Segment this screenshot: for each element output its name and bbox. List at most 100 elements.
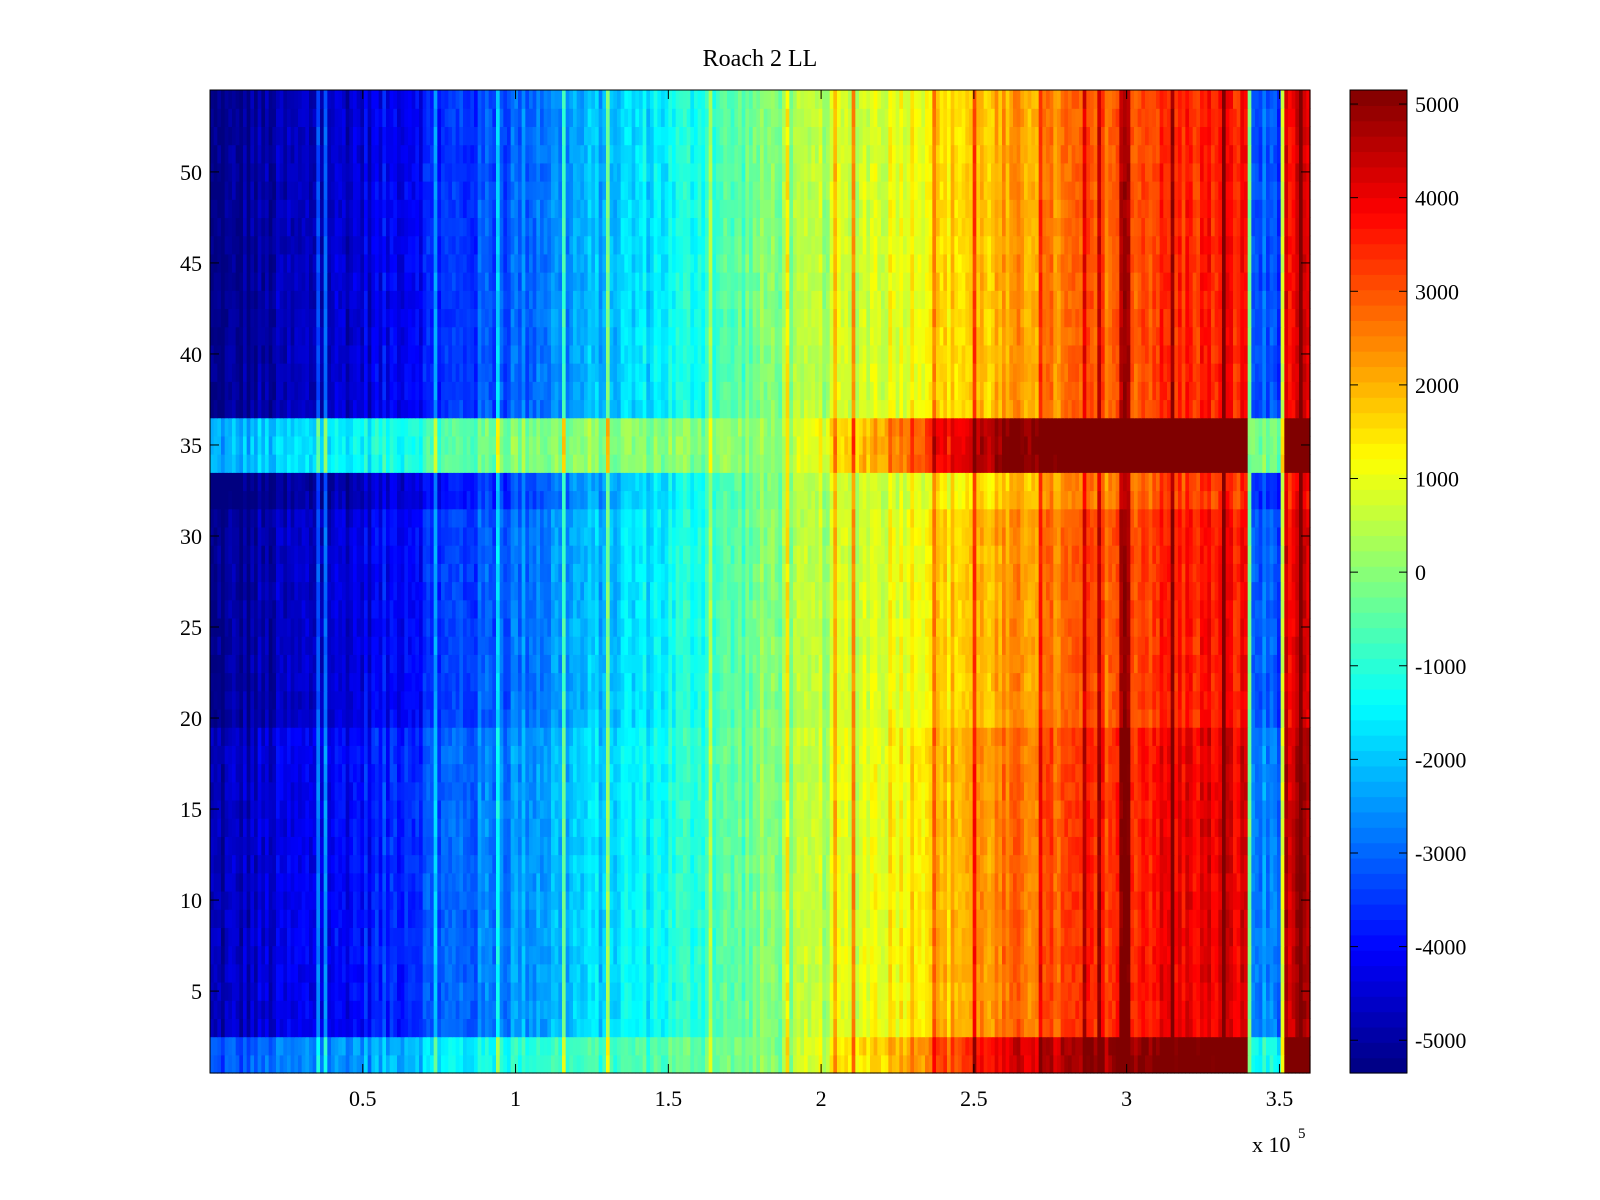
- heatmap-cell: [254, 799, 259, 819]
- heatmap-cell: [529, 799, 534, 819]
- heatmap-cell: [870, 927, 875, 947]
- heatmap-cell: [650, 1036, 655, 1056]
- heatmap-cell: [723, 890, 728, 910]
- heatmap-cell: [675, 872, 680, 892]
- heatmap-cell: [268, 963, 273, 983]
- heatmap-cell: [705, 818, 710, 837]
- heatmap-cell: [987, 909, 992, 928]
- heatmap-cell: [382, 945, 387, 965]
- heatmap-cell: [580, 872, 585, 892]
- heatmap-cell: [925, 781, 930, 801]
- heatmap-cell: [789, 818, 794, 837]
- heatmap-cell: [1031, 909, 1036, 928]
- heatmap-cell: [675, 963, 680, 983]
- heatmap-cell: [334, 909, 339, 928]
- heatmap-cell: [463, 872, 468, 892]
- heatmap-cell: [620, 1018, 625, 1038]
- heatmap-cell: [653, 927, 658, 947]
- heatmap-cell: [1189, 1018, 1194, 1038]
- heatmap-cell: [364, 945, 369, 965]
- heatmap-cell: [811, 854, 816, 874]
- heatmap-cell: [496, 872, 501, 892]
- heatmap-cell: [910, 854, 915, 874]
- heatmap-cell: [386, 1054, 391, 1074]
- heatmap-cell: [1005, 981, 1010, 1001]
- heatmap-cell: [719, 890, 724, 910]
- heatmap-cell: [309, 945, 314, 965]
- heatmap-cell: [650, 1018, 655, 1038]
- heatmap-cell: [716, 1054, 721, 1074]
- heatmap-cell: [657, 1036, 662, 1056]
- heatmap-cell: [609, 909, 614, 928]
- heatmap-cell: [558, 890, 563, 910]
- heatmap-cell: [994, 872, 999, 892]
- heatmap-cell: [584, 927, 589, 947]
- heatmap-cell: [976, 927, 981, 947]
- heatmap-cell: [679, 854, 684, 874]
- heatmap-cell: [697, 945, 702, 965]
- heatmap-cell: [1060, 1054, 1065, 1074]
- heatmap-cell: [664, 1054, 669, 1074]
- heatmap-cell: [1123, 1018, 1128, 1038]
- heatmap-cell: [1020, 963, 1025, 983]
- heatmap-cell: [1306, 963, 1311, 983]
- heatmap-cell: [679, 872, 684, 892]
- heatmap-cell: [397, 1000, 402, 1019]
- heatmap-cell: [1218, 909, 1223, 928]
- heatmap-cell: [760, 1036, 765, 1056]
- heatmap-cell: [309, 872, 314, 892]
- heatmap-cell: [617, 981, 622, 1001]
- heatmap-cell: [1277, 781, 1282, 801]
- heatmap-cell: [598, 799, 603, 819]
- heatmap-cell: [844, 1000, 849, 1019]
- heatmap-cell: [558, 763, 563, 783]
- heatmap-cell: [811, 890, 816, 910]
- heatmap-cell: [1002, 927, 1007, 947]
- heatmap-cell: [331, 799, 336, 819]
- heatmap-cell: [221, 781, 226, 801]
- heatmap-cell: [639, 1018, 644, 1038]
- heatmap-cell: [1196, 909, 1201, 928]
- heatmap-cell: [910, 818, 915, 837]
- heatmap-cell: [587, 818, 592, 837]
- heatmap-cell: [1119, 872, 1124, 892]
- heatmap-cell: [562, 927, 567, 947]
- heatmap-cell: [639, 909, 644, 928]
- heatmap-cell: [617, 818, 622, 837]
- heatmap-cell: [991, 799, 996, 819]
- heatmap-cell: [998, 1000, 1003, 1019]
- heatmap-cell: [1229, 818, 1234, 837]
- heatmap-cell: [910, 945, 915, 965]
- heatmap-cell: [375, 963, 380, 983]
- heatmap-cell: [1269, 872, 1274, 892]
- heatmap-cell: [521, 763, 526, 783]
- heatmap-cell: [1042, 799, 1047, 819]
- heatmap-cell: [826, 1018, 831, 1038]
- heatmap-cell: [1104, 1018, 1109, 1038]
- heatmap-cell: [873, 909, 878, 928]
- heatmap-cell: [298, 872, 303, 892]
- heatmap-cell: [221, 818, 226, 837]
- heatmap-cell: [1038, 1036, 1043, 1056]
- heatmap-cell: [1134, 909, 1139, 928]
- heatmap-cell: [848, 945, 853, 965]
- heatmap-cell: [1203, 818, 1208, 837]
- heatmap-cell: [1090, 945, 1095, 965]
- heatmap-cell: [965, 909, 970, 928]
- heatmap-cell: [1291, 818, 1296, 837]
- heatmap-cell: [998, 927, 1003, 947]
- heatmap-cell: [734, 799, 739, 819]
- heatmap-cell: [543, 836, 548, 856]
- heatmap-cell: [250, 836, 255, 856]
- heatmap-cell: [1108, 890, 1113, 910]
- heatmap-cell: [690, 963, 695, 983]
- heatmap-cell: [261, 872, 266, 892]
- heatmap-cell: [1057, 1018, 1062, 1038]
- heatmap-cell: [987, 818, 992, 837]
- heatmap-cell: [243, 1036, 248, 1056]
- heatmap-cell: [1218, 1054, 1223, 1074]
- heatmap-cell: [305, 763, 310, 783]
- heatmap-cell: [382, 1018, 387, 1038]
- heatmap-cell: [228, 872, 233, 892]
- heatmap-cell: [507, 981, 512, 1001]
